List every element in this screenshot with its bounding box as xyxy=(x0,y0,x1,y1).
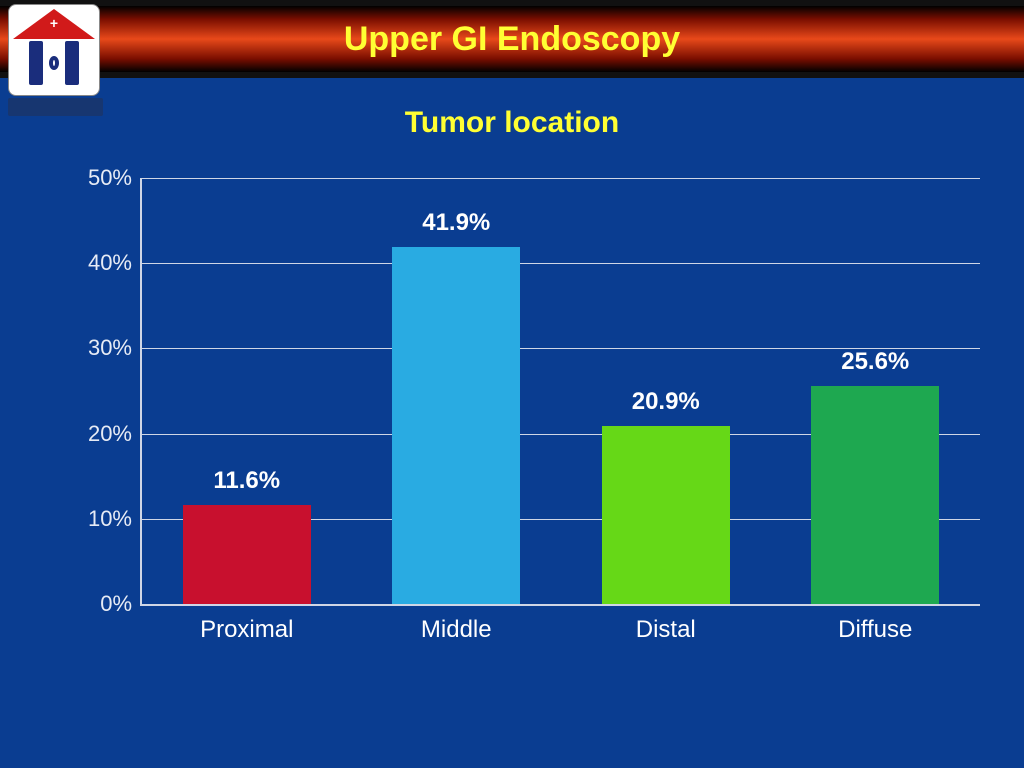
grid-line xyxy=(142,178,980,179)
bar-value-label: 20.9% xyxy=(632,388,700,416)
bar: 11.6% xyxy=(183,505,311,604)
logo-caption xyxy=(8,98,103,116)
x-axis-tick: Distal xyxy=(636,616,696,644)
x-axis-tick: Middle xyxy=(421,616,492,644)
y-axis-tick: 20% xyxy=(88,421,132,447)
bar: 20.9% xyxy=(602,426,730,604)
x-axis-tick: Diffuse xyxy=(838,616,912,644)
y-axis-tick: 40% xyxy=(88,250,132,276)
hospital-logo: + xyxy=(8,4,100,96)
tumor-location-chart: 0%10%20%30%40%50%11.6%Proximal41.9%Middl… xyxy=(80,178,980,658)
bar: 25.6% xyxy=(811,386,939,604)
bar-value-label: 25.6% xyxy=(841,348,909,376)
bar-value-label: 41.9% xyxy=(422,209,490,237)
grid-line xyxy=(142,263,980,264)
chart-subtitle: Tumor location xyxy=(0,106,1024,140)
x-axis-tick: Proximal xyxy=(200,616,293,644)
y-axis-tick: 0% xyxy=(100,591,132,617)
y-axis-tick: 10% xyxy=(88,506,132,532)
bar-value-label: 11.6% xyxy=(213,467,280,495)
header-bar: Upper GI Endoscopy xyxy=(0,0,1024,78)
y-axis-tick: 50% xyxy=(88,165,132,191)
y-axis-tick: 30% xyxy=(88,335,132,361)
page-title: Upper GI Endoscopy xyxy=(344,20,680,59)
bar: 41.9% xyxy=(392,247,520,604)
plot-area: 0%10%20%30%40%50%11.6%Proximal41.9%Middl… xyxy=(140,178,980,606)
